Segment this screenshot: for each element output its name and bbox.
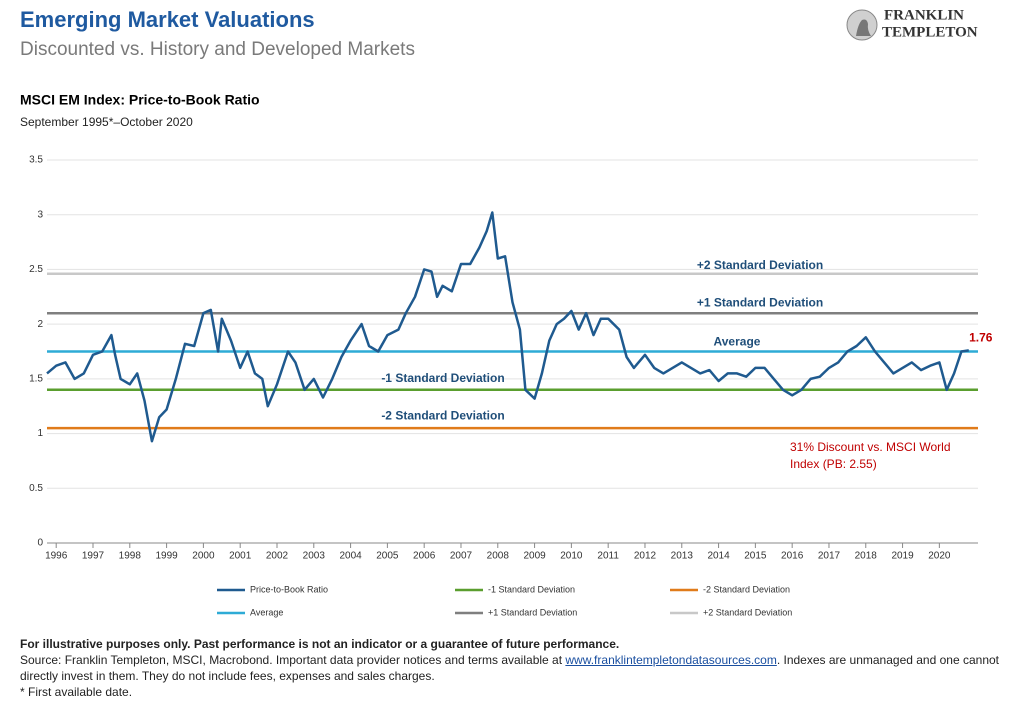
logo-portrait	[856, 19, 871, 36]
y-tick-label: 2	[37, 319, 43, 330]
x-tick-label: 1997	[82, 551, 105, 562]
chart: Emerging Market Valuations Discounted vs…	[20, 7, 993, 618]
x-tick-label: 1998	[119, 551, 142, 562]
x-tick-label: 2010	[560, 551, 583, 562]
reference-label: -2 Standard Deviation	[381, 408, 504, 422]
x-tick-label: 2020	[928, 551, 951, 562]
x-tick-label: 2016	[781, 551, 804, 562]
x-tick-label: 2000	[192, 551, 215, 562]
y-tick-label: 1.5	[29, 373, 43, 384]
legend-label: Average	[250, 607, 283, 617]
page-subtitle: Discounted vs. History and Developed Mar…	[20, 39, 415, 60]
reference-label: Average	[714, 335, 761, 349]
x-tick-label: 2015	[744, 551, 767, 562]
chart-subtitle: September 1995*–October 2020	[20, 115, 193, 129]
x-tick-label: 2017	[818, 551, 841, 562]
x-tick-label: 2011	[597, 551, 619, 562]
annotation: Index (PB: 2.55)	[790, 457, 877, 471]
x-tick-label: 2003	[303, 551, 326, 562]
x-tick-label: 2005	[376, 551, 399, 562]
x-tick-label: 1999	[155, 551, 178, 562]
x-tick-label: 2018	[855, 551, 878, 562]
x-tick-label: 2008	[487, 551, 510, 562]
footnote: * First available date.	[20, 685, 133, 699]
source-text: . Indexes are unmanaged and one cannot d…	[20, 653, 999, 683]
reference-label: -1 Standard Deviation	[381, 371, 504, 385]
y-tick-label: 2.5	[29, 264, 43, 275]
x-tick-label: 2013	[671, 551, 694, 562]
reference-label: +1 Standard Deviation	[697, 295, 823, 309]
data-line	[46, 211, 969, 443]
legend-label: -2 Standard Deviation	[703, 584, 790, 594]
x-tick-label: 2004	[339, 551, 362, 562]
page-title: Emerging Market Valuations	[20, 7, 315, 32]
x-tick-label: 2012	[634, 551, 657, 562]
y-tick-label: 3	[37, 209, 43, 220]
y-tick-label: 0.5	[29, 483, 43, 494]
x-tick-label: 2007	[450, 551, 473, 562]
legend-label: -1 Standard Deviation	[488, 584, 575, 594]
logo: FRANKLIN TEMPLETON	[846, 7, 978, 41]
logo-text: FRANKLIN	[884, 7, 964, 23]
source-text: Source: Franklin Templeton, MSCI, Macrob…	[20, 653, 566, 667]
reference-label: +2 Standard Deviation	[697, 258, 823, 272]
legend-label: Price-to-Book Ratio	[250, 584, 328, 594]
source: Source: Franklin Templeton, MSCI, Macrob…	[20, 652, 1010, 684]
x-tick-label: 2019	[891, 551, 914, 562]
value-label: 1.76	[969, 331, 993, 345]
y-tick-label: 3.5	[29, 155, 43, 166]
x-tick-label: 2014	[707, 551, 730, 562]
source-link[interactable]: www.franklintempletondatasources.com	[565, 653, 777, 667]
x-tick-label: 2002	[266, 551, 289, 562]
legend-label: +1 Standard Deviation	[488, 607, 577, 617]
disclaimer: For illustrative purposes only. Past per…	[20, 637, 620, 651]
chart-title: MSCI EM Index: Price-to-Book Ratio	[20, 92, 260, 108]
x-tick-label: 2001	[229, 551, 252, 562]
x-tick-label: 2006	[413, 551, 436, 562]
x-tick-label: 2009	[523, 551, 546, 562]
logo-text: TEMPLETON	[882, 24, 978, 40]
annotation: 31% Discount vs. MSCI World	[790, 440, 951, 454]
y-tick-label: 1	[37, 428, 43, 439]
y-tick-label: 0	[37, 538, 43, 549]
footer: For illustrative purposes only. Past per…	[20, 636, 1010, 700]
legend-label: +2 Standard Deviation	[703, 607, 792, 617]
x-tick-label: 1996	[45, 551, 68, 562]
